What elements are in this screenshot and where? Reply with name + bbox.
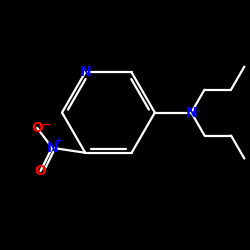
Text: −: − (42, 120, 51, 130)
Text: O: O (34, 164, 46, 178)
Text: N: N (186, 106, 197, 120)
Text: +: + (55, 136, 63, 146)
Text: O: O (31, 121, 43, 135)
Text: N: N (46, 141, 58, 155)
Text: N: N (80, 66, 91, 80)
